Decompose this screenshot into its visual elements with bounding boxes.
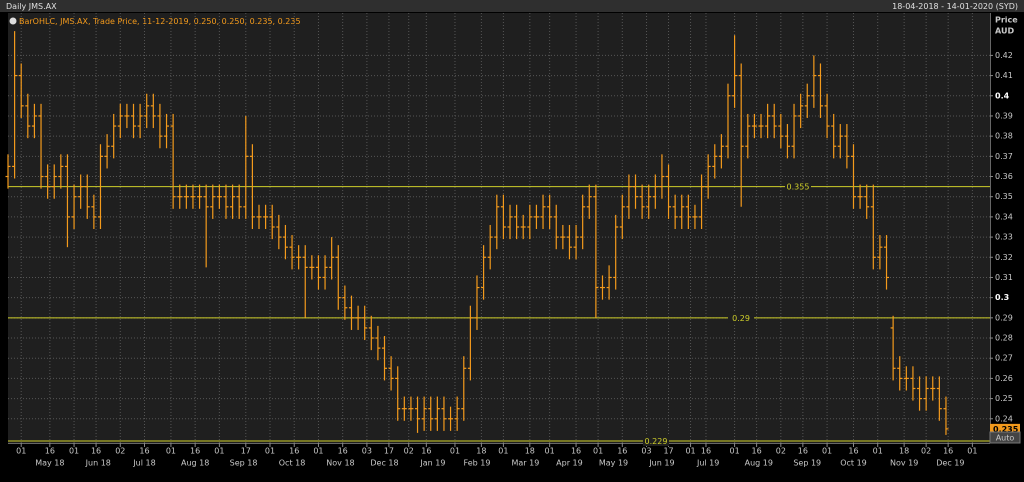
y-tick-label: 0.42 (995, 51, 1013, 60)
x-tick-label: 18 (476, 447, 486, 456)
reference-label-box (785, 181, 811, 192)
x-month-label: Jan 19 (419, 459, 445, 468)
x-tick-label: 16 (752, 447, 762, 456)
x-tick-label: 01 (16, 447, 26, 456)
x-month-label: Jul 18 (132, 459, 155, 468)
x-month-label: Nov 19 (890, 459, 918, 468)
x-month-label: Sep 18 (230, 459, 258, 468)
x-tick-label: 03 (641, 447, 651, 456)
last-price-label: 0.235 (993, 425, 1019, 434)
x-tick-label: 16 (848, 447, 858, 456)
x-tick-label: 16 (798, 447, 808, 456)
x-month-label: Dec 18 (370, 459, 398, 468)
x-tick-label: 16 (421, 447, 431, 456)
x-tick-label: 01 (967, 447, 977, 456)
x-tick-label: 18 (899, 447, 909, 456)
y-tick-label: 0.31 (995, 273, 1013, 282)
x-month-label: Sep 19 (793, 459, 821, 468)
legend-entry: BarOHLC, JMS.AX, Trade Price, 11-12-2019… (19, 17, 301, 26)
x-tick-label: 03 (362, 447, 372, 456)
x-tick-label: 01 (593, 447, 603, 456)
last-price-box (990, 423, 1020, 434)
x-tick-label: 16 (190, 447, 200, 456)
x-tick-label: 17 (241, 447, 251, 456)
x-tick-label: 01 (685, 447, 695, 456)
y-tick-label: 0.28 (995, 334, 1013, 343)
x-tick-label: 01 (498, 447, 508, 456)
x-tick-label: 02 (921, 447, 931, 456)
y-tick-label: 0.36 (995, 172, 1013, 181)
header-bar (0, 0, 1024, 12)
x-tick-label: 02 (404, 447, 414, 456)
y-tick-label: 0.37 (995, 152, 1013, 161)
x-tick-label: 16 (701, 447, 711, 456)
y-tick-label: 0.26 (995, 374, 1013, 383)
y-tick-label: 0.4 (995, 91, 1010, 100)
x-month-label: Jul 19 (696, 459, 719, 468)
chart-title: Daily JMS.AX (6, 2, 57, 11)
y-tick-label: 0.34 (995, 212, 1013, 221)
x-month-label: Nov 18 (326, 459, 354, 468)
y-tick-label: 0.35 (995, 192, 1013, 201)
y-tick-label: 0.27 (995, 354, 1013, 363)
x-tick-label: 01 (729, 447, 739, 456)
y-tick-label: 0.24 (995, 414, 1013, 423)
y-tick-label: 0.41 (995, 71, 1013, 80)
x-tick-label: 16 (45, 447, 55, 456)
y-tick-label: 0.33 (995, 233, 1013, 242)
x-month-label: Oct 18 (279, 459, 306, 468)
x-tick-label: 17 (384, 447, 394, 456)
x-tick-label: 18 (525, 447, 535, 456)
x-tick-label: 02 (115, 447, 125, 456)
x-month-label: May 19 (599, 459, 628, 468)
y-tick-label: 0.32 (995, 253, 1013, 262)
x-tick-label: 01 (873, 447, 883, 456)
x-month-label: Apr 19 (556, 459, 583, 468)
date-range: 18-04-2018 - 14-01-2020 (SYD) (892, 2, 1018, 11)
reference-label-box (728, 312, 754, 323)
x-tick-label: 16 (289, 447, 299, 456)
y-tick-label: 0.3 (995, 293, 1009, 302)
x-month-label: Mar 19 (512, 459, 540, 468)
x-tick-label: 01 (822, 447, 832, 456)
reference-label: 0.355 (787, 183, 810, 192)
x-tick-label: 16 (943, 447, 953, 456)
x-tick-label: 01 (450, 447, 460, 456)
y-tick-label: 0.38 (995, 132, 1013, 141)
x-tick-label: 01 (313, 447, 323, 456)
x-tick-label: 01 (69, 447, 79, 456)
x-tick-label: 16 (617, 447, 627, 456)
x-tick-label: 01 (166, 447, 176, 456)
scale-mode[interactable]: Auto (996, 434, 1015, 443)
x-tick-label: 16 (91, 447, 101, 456)
x-month-label: Jun 18 (85, 459, 111, 468)
x-month-label: May 18 (35, 459, 64, 468)
reference-label: 0.229 (645, 437, 668, 446)
y-axis-unit: AUD (995, 27, 1014, 36)
x-month-label: Aug 19 (745, 459, 773, 468)
x-tick-label: 16 (139, 447, 149, 456)
x-month-label: Oct 19 (840, 459, 867, 468)
x-tick-label: 16 (571, 447, 581, 456)
reference-label-box (643, 435, 669, 446)
x-month-label: Dec 19 (936, 459, 964, 468)
x-month-label: Jun 19 (648, 459, 674, 468)
x-month-label: Aug 18 (181, 459, 209, 468)
x-tick-label: 01 (214, 447, 224, 456)
x-month-label: Feb 19 (464, 459, 491, 468)
x-tick-label: 02 (776, 447, 786, 456)
y-tick-label: 0.39 (995, 111, 1013, 120)
scale-mode-box[interactable] (989, 431, 1021, 444)
reference-label: 0.29 (732, 314, 750, 323)
legend-icon (9, 17, 17, 25)
y-axis-label: Price (995, 16, 1018, 25)
y-tick-label: 0.25 (995, 394, 1013, 403)
x-tick-label: 17 (663, 447, 673, 456)
x-tick-label: 01 (545, 447, 555, 456)
plot-area (8, 13, 990, 443)
y-tick-label: 0.29 (995, 313, 1013, 322)
x-tick-label: 16 (338, 447, 348, 456)
x-tick-label: 01 (265, 447, 275, 456)
